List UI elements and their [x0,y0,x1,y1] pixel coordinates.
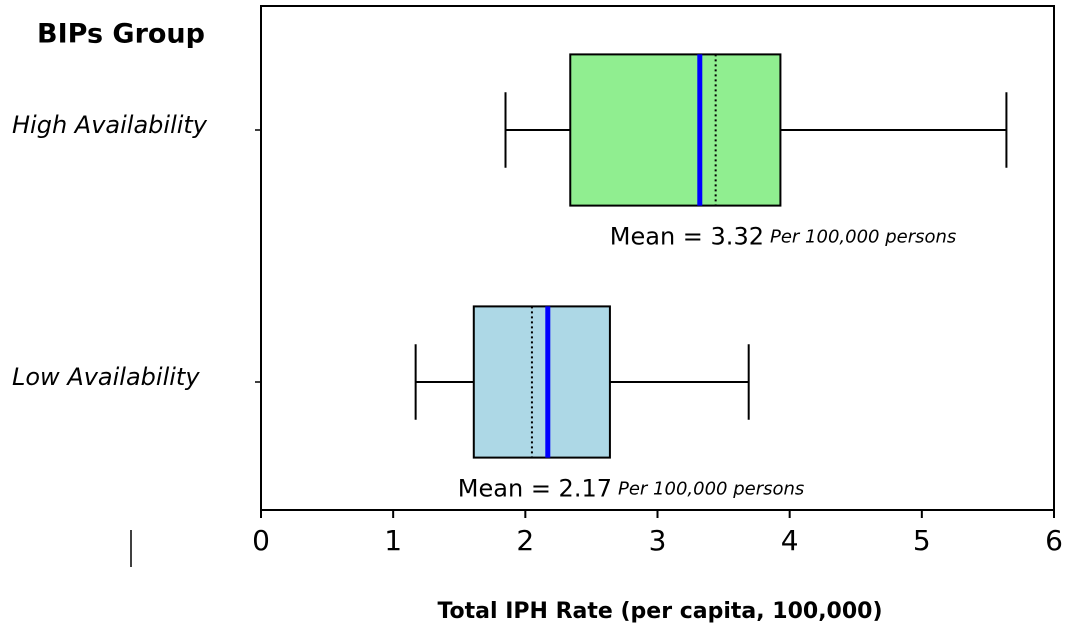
y-tick-label: High Availability [12,111,208,139]
x-tick-label: 1 [384,524,402,557]
x-tick-label: 0 [252,524,270,557]
x-tick-label: 5 [913,524,931,557]
mean-label: Mean = 2.17 [458,475,612,503]
mean-annotation: Mean = 3.32 Per 100,000 persons [610,223,957,251]
mean-label: Mean = 3.32 [610,223,764,251]
mean-note: Per 100,000 persons [618,479,804,500]
x-tick-label: 6 [1045,524,1063,557]
y-axis-label: BIPs Group [37,19,205,50]
x-tick-label: 3 [649,524,667,557]
mean-note: Per 100,000 persons [770,227,956,248]
box [472,305,611,459]
mean-annotation: Mean = 2.17 Per 100,000 persons [458,475,804,503]
y-tick-label: Low Availability [12,363,200,391]
box [569,53,782,207]
x-tick-label: 2 [516,524,534,557]
x-axis-label: Total IPH Rate (per capita, 100,000) [437,599,882,624]
x-tick-label: 4 [781,524,799,557]
